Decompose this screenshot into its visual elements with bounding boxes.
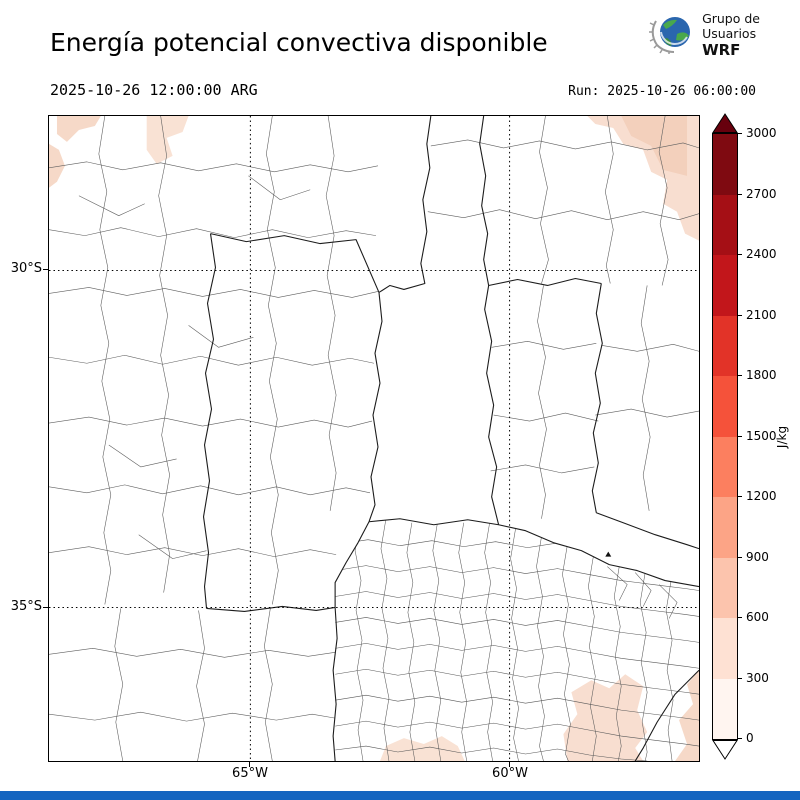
logo-line2: Usuarios xyxy=(702,25,757,41)
colorbar-tick-label: 300 xyxy=(746,670,769,685)
colorbar-tick-label: 1500 xyxy=(746,428,777,443)
colorbar-tickmark xyxy=(738,435,742,437)
colorbar-tickmark xyxy=(738,738,742,739)
colorbar-tick-label: 1800 xyxy=(746,368,777,382)
colorbar-tickmark xyxy=(738,254,742,255)
colorbar-tick-label: 1200 xyxy=(746,489,777,503)
colorbar-segment xyxy=(713,618,737,679)
logo-line1: Grupo de xyxy=(702,11,760,26)
logo-text: Grupo de Usuarios WRF xyxy=(702,11,760,59)
map-canvas xyxy=(49,116,699,761)
lon-tick-60w: 60°W xyxy=(492,766,528,781)
poi-marker xyxy=(605,551,612,557)
wrf-logo: Grupo de Usuarios WRF xyxy=(649,11,760,59)
colorbar-segment xyxy=(713,255,737,316)
colorbar-tickmark xyxy=(738,556,742,558)
colorbar-tickmark xyxy=(738,677,742,679)
axis-tickmark xyxy=(43,607,48,608)
colorbar-tickmark xyxy=(738,375,742,376)
colorbar-tickmark xyxy=(738,617,742,618)
colorbar-under-arrow xyxy=(712,740,738,760)
department-boundaries xyxy=(49,116,699,761)
axis-tickmark xyxy=(509,762,510,767)
colorbar-segments xyxy=(712,133,738,740)
buenosaires-department-mesh xyxy=(335,518,699,761)
cape-shading xyxy=(49,116,699,761)
colorbar-ticks: 3000 2700 2400 2100 1800 1500 1200 900 600 300 0 xyxy=(738,126,800,745)
colorbar-segment xyxy=(713,557,737,618)
lon-tick-65w: 65°W xyxy=(232,766,268,781)
colorbar-tickmark xyxy=(738,193,742,195)
colorbar-segment xyxy=(713,497,737,558)
lat-tick-30s: 30°S xyxy=(10,261,42,276)
colorbar-over-arrow xyxy=(712,113,738,133)
footer-bar xyxy=(0,791,800,800)
colorbar-tick-label: 2700 xyxy=(746,186,777,201)
colorbar-tickmark xyxy=(738,133,742,134)
run-time-label: Run: 2025-10-26 06:00:00 xyxy=(568,84,756,99)
colorbar-tick-label: 2100 xyxy=(746,307,777,322)
logo-wrf: WRF xyxy=(702,40,741,59)
valid-time-label: 2025-10-26 12:00:00 ARG xyxy=(50,81,258,99)
axis-tickmark xyxy=(43,269,48,270)
colorbar-segment xyxy=(713,436,737,497)
colorbar-tick-label: 600 xyxy=(746,610,769,624)
colorbar-segment xyxy=(713,134,737,195)
colorbar-unit-label: J/kg xyxy=(775,425,789,449)
graticule-gridlines xyxy=(49,116,699,761)
axis-tickmark xyxy=(249,762,250,767)
province-boundaries xyxy=(202,116,699,761)
page-title: Energía potencial convectiva disponible xyxy=(50,28,548,57)
colorbar-segment xyxy=(713,315,737,376)
colorbar xyxy=(712,113,738,760)
map-frame xyxy=(48,115,700,762)
colorbar-tickmark xyxy=(738,314,742,316)
colorbar-segment xyxy=(713,678,737,739)
colorbar-tick-label: 3000 xyxy=(746,126,777,140)
colorbar-tick-label: 900 xyxy=(746,549,769,564)
colorbar-segment xyxy=(713,194,737,255)
lat-tick-35s: 35°S xyxy=(10,599,42,614)
colorbar-segment xyxy=(713,376,737,437)
colorbar-tick-label: 2400 xyxy=(746,247,777,261)
globe-wreath-icon xyxy=(649,12,695,58)
colorbar-tickmark xyxy=(738,496,742,497)
colorbar-tick-label: 0 xyxy=(746,731,754,745)
